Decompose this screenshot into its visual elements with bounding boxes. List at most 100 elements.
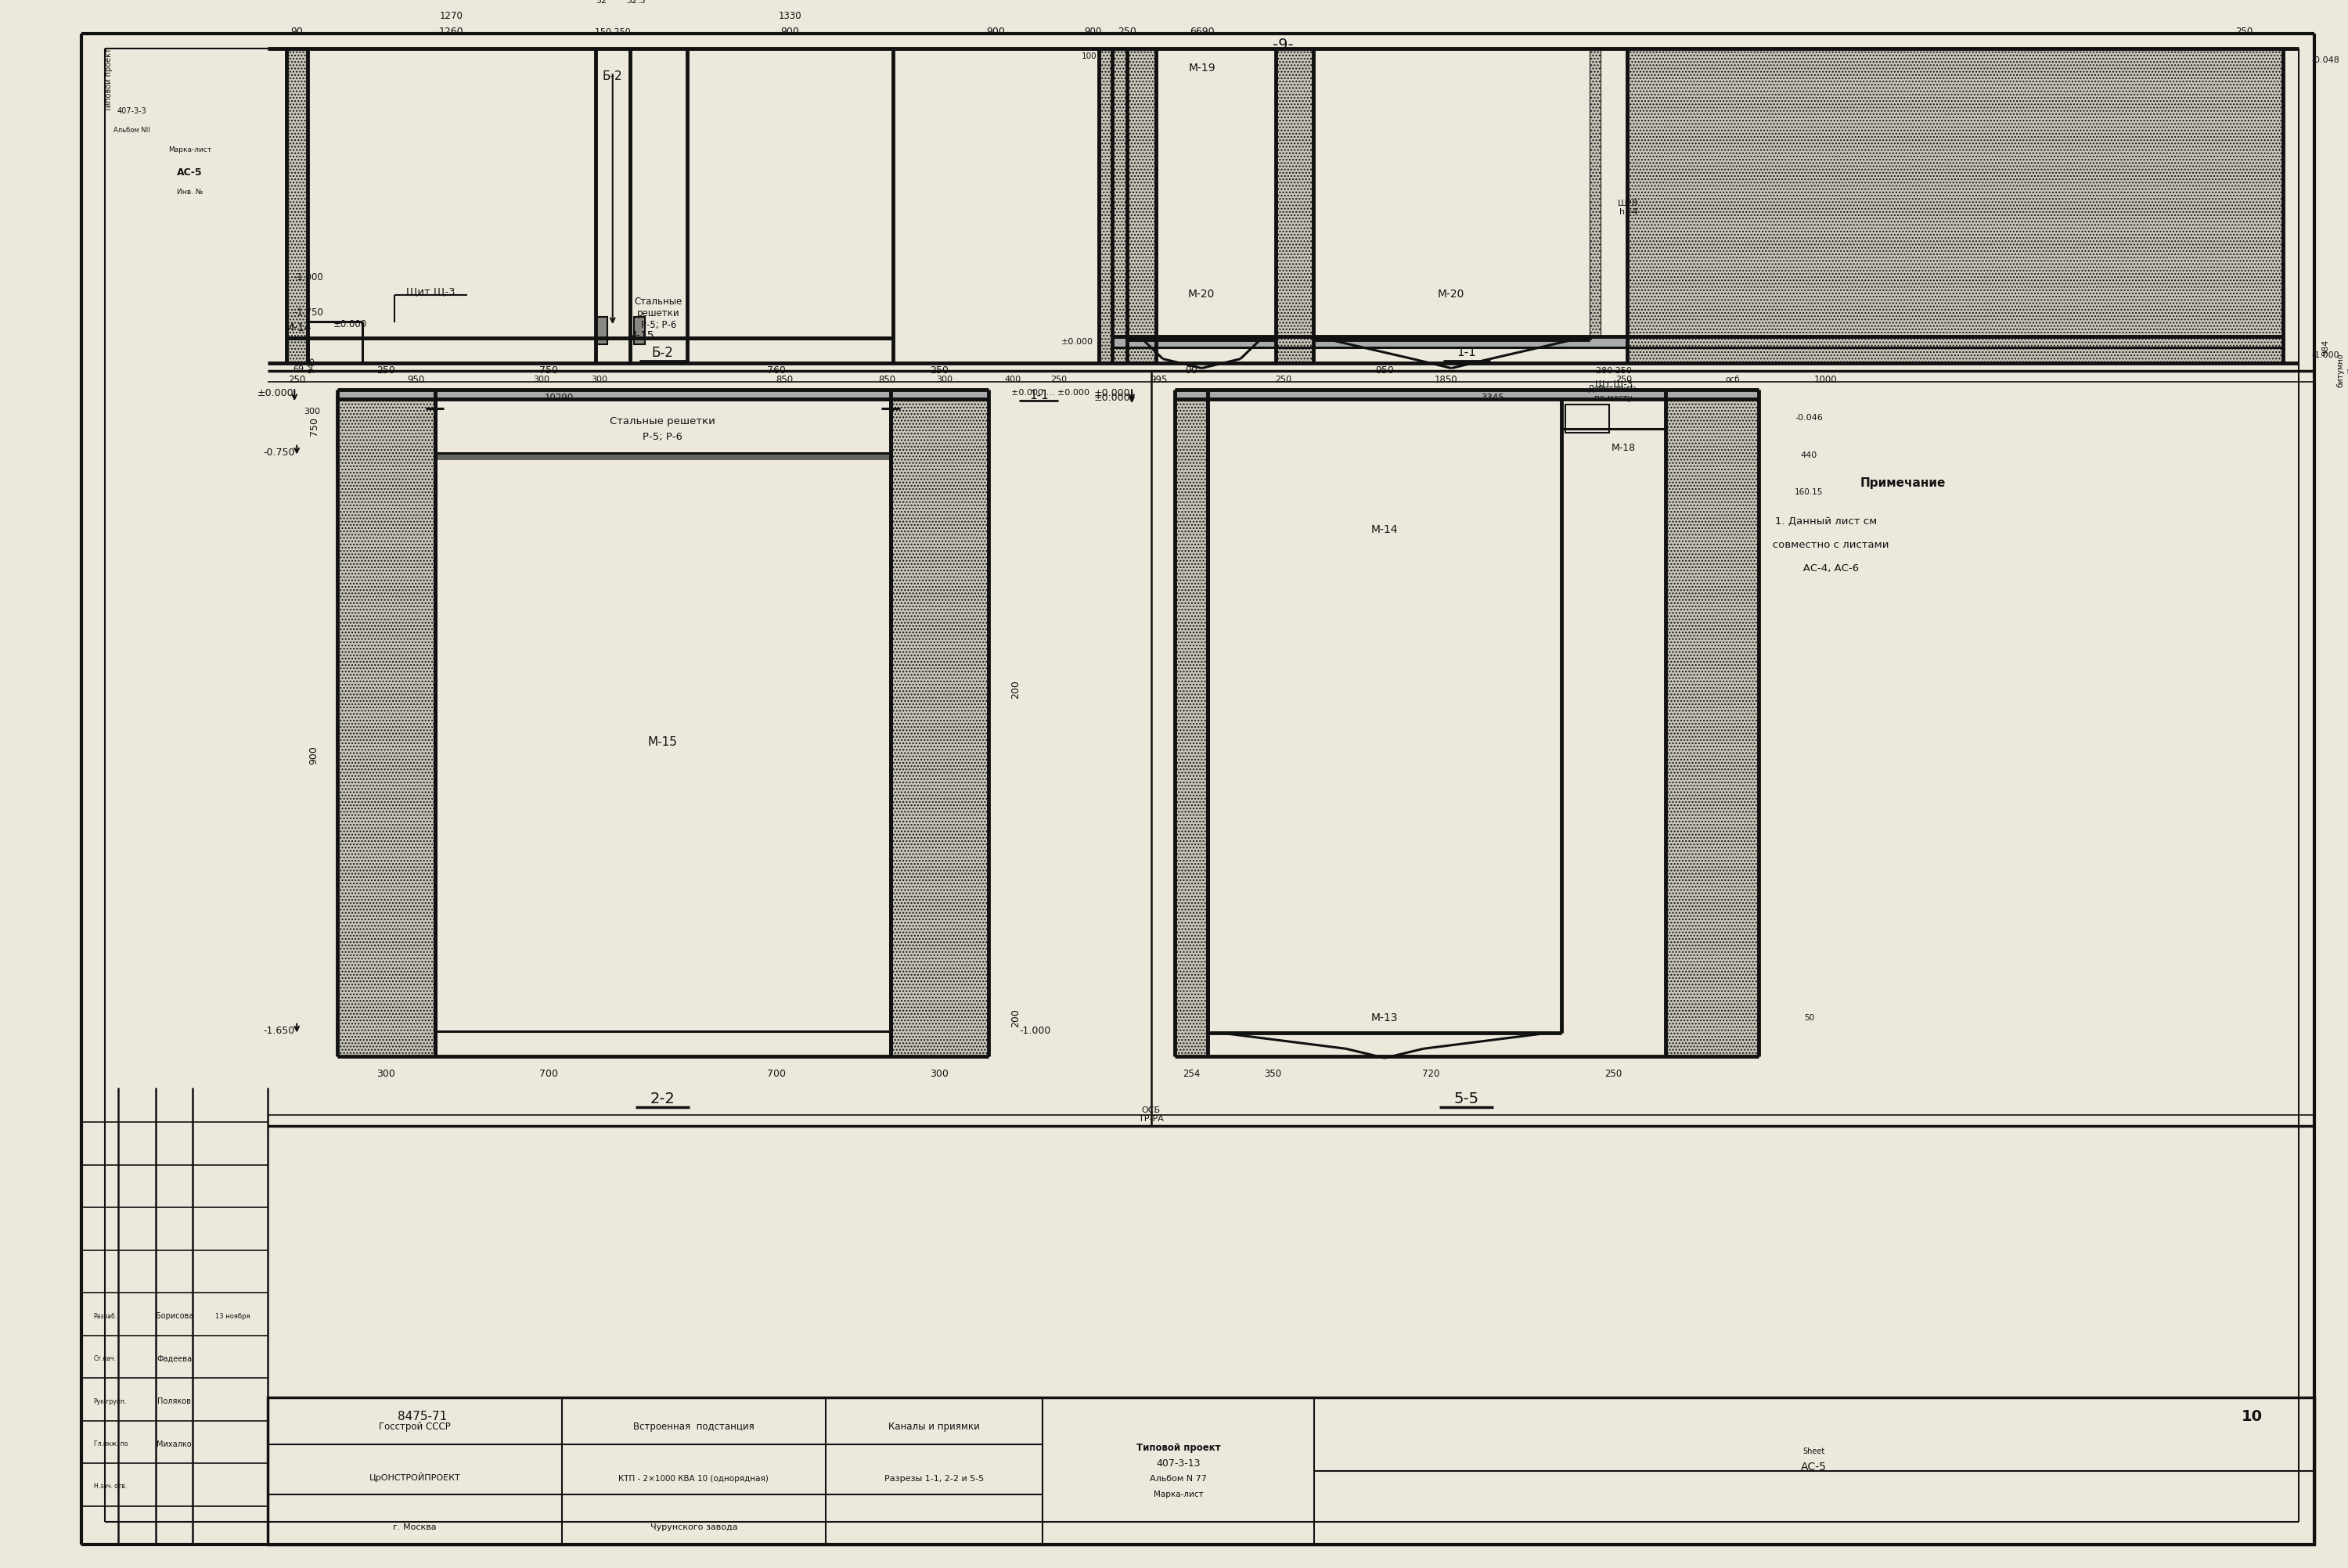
Text: -1.000: -1.000 — [294, 273, 324, 282]
Text: Госстрой СССР: Госстрой СССР — [378, 1422, 451, 1432]
Text: 52.5: 52.5 — [627, 0, 646, 5]
Text: 13 ноября: 13 ноября — [216, 1312, 249, 1320]
Text: -0.048: -0.048 — [2313, 56, 2341, 64]
Text: ЦрОНСТРОЙПРОЕКТ: ЦрОНСТРОЙПРОЕКТ — [369, 1472, 460, 1482]
Text: Б-2: Б-2 — [653, 345, 674, 359]
Text: 300: 300 — [303, 408, 319, 416]
Text: ±0.000: ±0.000 — [1094, 392, 1132, 403]
Text: Чурунского завода: Чурунского завода — [650, 1524, 737, 1532]
Text: 950: 950 — [1376, 365, 1395, 376]
Text: 10: 10 — [2242, 1410, 2263, 1424]
Bar — [1590, 49, 1601, 337]
Bar — [437, 453, 890, 461]
Text: Стальные
решетки
Р-5; Р-6: Стальные решетки Р-5; Р-6 — [634, 296, 683, 329]
Text: М-15: М-15 — [648, 735, 679, 748]
Text: 200: 200 — [1010, 681, 1021, 698]
Text: 1-1: 1-1 — [1456, 347, 1477, 359]
Bar — [890, 390, 989, 1057]
Text: 250: 250 — [1050, 376, 1066, 384]
Text: М-19: М-19 — [1188, 63, 1216, 74]
Text: 250: 250 — [930, 365, 949, 376]
Text: Марка-лист: Марка-лист — [1153, 1491, 1202, 1499]
Bar — [1665, 390, 1759, 1057]
Text: 900: 900 — [780, 27, 798, 38]
Text: 3345: 3345 — [1482, 392, 1505, 403]
Text: 1270: 1270 — [439, 11, 463, 22]
Text: ±0.000: ±0.000 — [256, 387, 294, 398]
Text: 750: 750 — [310, 417, 319, 436]
Bar — [1174, 390, 1207, 1057]
Text: Добетонить
по месту: Добетонить по месту — [1587, 386, 1639, 403]
Text: 8475-71: 8475-71 — [397, 1411, 446, 1422]
Text: 1260: 1260 — [439, 27, 465, 38]
Text: 407-3-13: 407-3-13 — [1155, 1458, 1200, 1469]
Text: 900: 900 — [310, 746, 319, 764]
Text: Б-2: Б-2 — [603, 71, 622, 82]
Text: Фадеева: Фадеева — [157, 1355, 193, 1363]
Text: Разрезы 1-1, 2-2 и 5-5: Разрезы 1-1, 2-2 и 5-5 — [885, 1475, 984, 1483]
Text: 250: 250 — [1606, 1068, 1622, 1079]
Text: 400: 400 — [1005, 376, 1021, 384]
Bar — [1275, 49, 1313, 362]
Text: 69: 69 — [294, 365, 303, 373]
Text: 90: 90 — [1186, 365, 1197, 376]
Text: 90: 90 — [291, 27, 303, 38]
Bar — [1665, 390, 1759, 1057]
Text: 407-3-3: 407-3-3 — [117, 107, 146, 114]
Text: 200: 200 — [1010, 1008, 1021, 1027]
Text: 5-5: 5-5 — [1453, 1091, 1479, 1107]
Text: АС-4, АС-6: АС-4, АС-6 — [1794, 563, 1860, 574]
Text: 1000: 1000 — [1815, 375, 1836, 384]
Text: Ст.нач.: Ст.нач. — [94, 1355, 117, 1363]
Text: совместно с листами: совместно с листами — [1763, 539, 1888, 550]
Text: 6690: 6690 — [1190, 27, 1214, 38]
Text: -0.750: -0.750 — [263, 447, 296, 458]
Text: 946: 946 — [308, 358, 315, 373]
Text: Альбом N 77: Альбом N 77 — [1151, 1475, 1207, 1483]
Text: г. Москва: г. Москва — [392, 1524, 437, 1532]
Text: 700: 700 — [768, 1068, 787, 1079]
Bar — [1566, 405, 1608, 433]
Bar — [1099, 49, 1155, 362]
Text: Поляков: Поляков — [157, 1397, 190, 1405]
Bar — [596, 317, 608, 343]
Text: 250: 250 — [376, 365, 394, 376]
Text: М-13: М-13 — [1371, 1013, 1397, 1024]
Text: 850: 850 — [878, 375, 895, 384]
Bar — [286, 49, 308, 362]
Text: -0.046: -0.046 — [1796, 414, 1822, 422]
Text: битумно
и: битумно и — [2336, 353, 2348, 387]
Text: 950: 950 — [406, 375, 425, 384]
Text: -1.650: -1.650 — [263, 1025, 296, 1036]
Text: -1.000: -1.000 — [1019, 1025, 1050, 1036]
Text: 300: 300 — [533, 376, 549, 384]
Text: Стальные решетки: Стальные решетки — [610, 417, 716, 426]
Text: ±0.000 ... ±0.000: ±0.000 ... ±0.000 — [1012, 389, 1089, 397]
Text: 350: 350 — [1263, 1068, 1282, 1079]
Text: Ш28
h=4: Ш28 h=4 — [1618, 199, 1639, 216]
Text: М-20: М-20 — [1188, 289, 1214, 299]
Text: Каналы и приямки: Каналы и приямки — [888, 1422, 979, 1432]
Text: 2-2: 2-2 — [650, 1091, 676, 1107]
Text: Н.зач. отв.: Н.зач. отв. — [94, 1483, 127, 1490]
Text: 1. Данный лист см: 1. Данный лист см — [1775, 516, 1876, 527]
Text: 995: 995 — [1151, 375, 1167, 384]
Text: Борисова: Борисова — [155, 1312, 193, 1320]
Text: 720: 720 — [1423, 1068, 1439, 1079]
Text: Инв. №: Инв. № — [176, 188, 202, 196]
Text: М-18: М-18 — [1611, 442, 1637, 453]
Bar — [1099, 49, 1155, 362]
Bar — [1174, 390, 1207, 1057]
Text: 300: 300 — [376, 1068, 394, 1079]
Text: Примечание: Примечание — [1860, 477, 1946, 489]
Text: -1.000: -1.000 — [2313, 351, 2339, 359]
Text: 1-1: 1-1 — [1028, 389, 1050, 401]
Text: 300: 300 — [592, 376, 608, 384]
Text: Рук.групп.: Рук.групп. — [94, 1397, 127, 1405]
Text: М-20: М-20 — [1437, 289, 1465, 299]
Text: 750: 750 — [540, 365, 559, 376]
Text: АС-5: АС-5 — [1801, 1461, 1827, 1472]
Text: 100: 100 — [1082, 53, 1097, 61]
Text: 10290: 10290 — [545, 392, 573, 403]
Bar — [268, 1397, 2315, 1544]
